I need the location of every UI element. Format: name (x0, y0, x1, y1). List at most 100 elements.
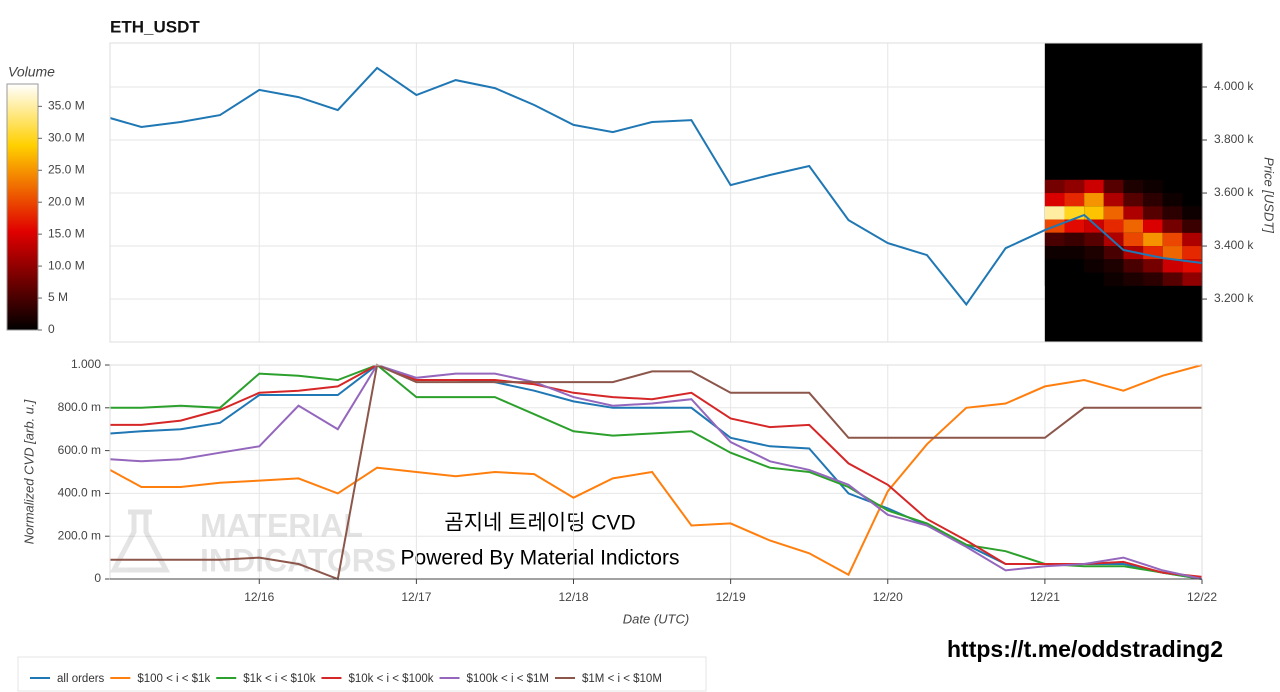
series-line (110, 363, 1202, 581)
heatmap-cell (1143, 219, 1163, 233)
colorbar-tick-label: 5 M (48, 290, 68, 304)
heatmap-cell (1103, 259, 1124, 273)
x-tick-label: 12/22 (1187, 590, 1217, 604)
x-tick-label: 12/19 (716, 590, 746, 604)
colorbar-tick-label: 35.0 M (48, 99, 85, 113)
x-tick-label: 12/20 (873, 590, 903, 604)
heatmap-cell (1162, 272, 1183, 286)
series-line (110, 363, 1203, 580)
y-tick-label: 1.000 (71, 357, 101, 371)
heatmap-cell (1084, 193, 1104, 207)
y-tick-label: 600.0 m (58, 443, 101, 457)
heatmap-cell (1182, 219, 1202, 233)
powered-by: Powered By Material Indictors (401, 547, 680, 570)
heatmap-cell (1064, 179, 1085, 194)
legend-label: $1M < i < $10M (582, 673, 662, 685)
y-tick-label: 3.200 k (1214, 291, 1254, 305)
x-axis-label: Date (UTC) (623, 611, 689, 626)
colorbar-tick-label: 20.0 M (48, 194, 85, 208)
heatmap-cell (1044, 232, 1065, 247)
plot-frame (109, 42, 1203, 343)
heatmap-cell (1162, 246, 1183, 260)
heatmap-cell (1143, 259, 1163, 273)
legend-label: $100 < i < $1k (137, 673, 210, 685)
heatmap-cell (1162, 232, 1183, 247)
heatmap-cell (1123, 193, 1144, 207)
heatmap-cell (1103, 179, 1124, 194)
heatmap-cell (1064, 206, 1085, 220)
heatmap-cell (1143, 272, 1163, 286)
heatmap-cell (1123, 272, 1144, 286)
y-axis-label: Price [USDT] (1262, 157, 1277, 233)
heatmap-cell (1182, 246, 1202, 260)
legend-label: $1k < i < $10k (243, 673, 315, 685)
x-tick-label: 12/21 (1030, 590, 1060, 604)
y-tick-label: 0 (94, 571, 101, 585)
heatmap-cell (1123, 219, 1144, 233)
colorbar-tick-label: 15.0 M (48, 226, 85, 240)
link: https://t.me/oddstrading2 (947, 636, 1223, 662)
caption: 곰지네 트레이딩 CVD (444, 512, 635, 535)
heatmap-cell (1064, 259, 1085, 273)
heatmap-cell (1084, 232, 1104, 247)
heatmap-cell (1084, 246, 1104, 260)
heatmap-cell (1103, 193, 1124, 207)
heatmap-cell (1123, 179, 1144, 194)
colorbar-label: Volume (8, 64, 55, 80)
heatmap-cell (1064, 232, 1085, 247)
heatmap-cell (1123, 206, 1144, 220)
heatmap-cell (1143, 206, 1163, 220)
heatmap-cell (1044, 193, 1065, 207)
heatmap-cell (1103, 246, 1124, 260)
series-line (109, 66, 1203, 307)
heatmap-cell (1162, 193, 1183, 207)
heatmap-cell (1182, 272, 1202, 286)
colorbar-tick-label: 30.0 M (48, 130, 85, 144)
heatmap-cell (1162, 259, 1183, 273)
heatmap-cell (1162, 206, 1183, 220)
x-tick-label: 12/16 (244, 590, 274, 604)
watermark-text: MATERIAL (200, 507, 363, 543)
y-tick-label: 3.600 k (1214, 185, 1254, 199)
watermark-text: INDICATORS (200, 542, 396, 578)
series-line (110, 363, 1203, 578)
heatmap-cell (1044, 246, 1065, 260)
heatmap-cell (1044, 179, 1065, 194)
legend (17, 656, 707, 692)
heatmap-cell (1084, 259, 1104, 273)
heatmap-cell (1064, 246, 1085, 260)
heatmap-cell (1044, 259, 1065, 273)
heatmap-cell (1084, 179, 1104, 194)
y-tick-label: 4.000 k (1214, 79, 1254, 93)
y-axis-label: Normalized CVD [arb. u.] (21, 399, 36, 544)
heatmap-cell (1162, 179, 1183, 194)
heatmap-cell (1123, 232, 1144, 247)
heatmap-cell (1182, 193, 1202, 207)
legend-label: $100k < i < $1M (467, 673, 549, 685)
y-tick-label: 200.0 m (58, 528, 101, 542)
y-tick-label: 3.400 k (1214, 238, 1254, 252)
legend-label: all orders (57, 673, 105, 685)
heatmap-cell (1103, 272, 1124, 286)
heatmap-cell (1162, 219, 1183, 233)
heatmap-cell (1044, 272, 1065, 286)
heatmap-cell (1064, 193, 1085, 207)
heatmap-cell (1084, 272, 1104, 286)
heatmap-cell (1143, 193, 1163, 207)
colorbar-tick-label: 0 (48, 322, 55, 336)
y-tick-label: 400.0 m (58, 486, 101, 500)
x-tick-label: 12/18 (558, 590, 588, 604)
heatmap-cell (1064, 272, 1085, 286)
y-tick-label: 800.0 m (58, 400, 101, 414)
colorbar-tick-label: 25.0 M (48, 162, 85, 176)
heatmap-cell (1103, 219, 1124, 233)
heatmap-cell (1182, 179, 1202, 194)
heatmap-cell (1143, 179, 1163, 194)
heatmap-cell (1103, 206, 1124, 220)
heatmap-cell (1084, 206, 1104, 220)
heatmap-cell (1044, 206, 1065, 220)
series-line (109, 363, 1203, 580)
y-tick-label: 3.800 k (1214, 132, 1254, 146)
